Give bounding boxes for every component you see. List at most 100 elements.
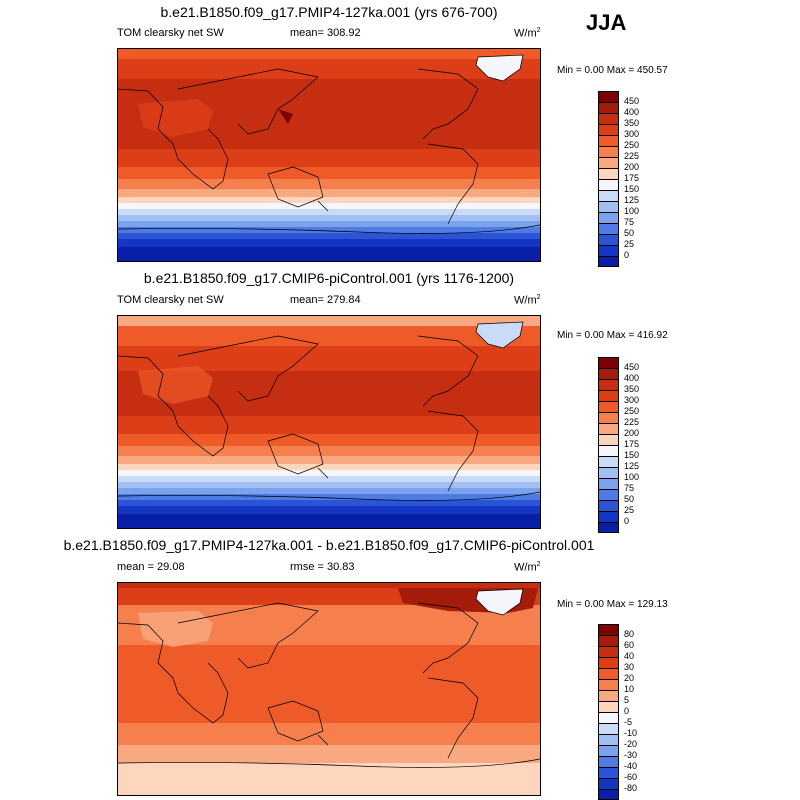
colorbar-tick-label: 225 <box>624 417 640 427</box>
colorbar-tick-label: 125 <box>624 195 640 205</box>
colorbar-tick-label: 40 <box>624 651 635 661</box>
panel-2-map <box>117 315 541 529</box>
colorbar-tick-label: 300 <box>624 129 640 139</box>
colorbar-tick-label: 350 <box>624 384 640 394</box>
colorbar-tick-label: -60 <box>624 772 638 782</box>
colorbar-segment <box>598 423 619 434</box>
colorbar-tick-label: 125 <box>624 461 640 471</box>
colorbar-tick-label: 30 <box>624 662 635 672</box>
colorbar-tick-label: 250 <box>624 140 640 150</box>
panel-2-colorbar <box>598 357 619 533</box>
colorbar-segment <box>598 734 619 745</box>
colorbar-tick-label: 400 <box>624 373 640 383</box>
panel-2-units: W/m2 <box>514 294 541 307</box>
colorbar-tick-label: 200 <box>624 428 640 438</box>
colorbar-segment <box>598 456 619 467</box>
panel-2-mean-label: mean= 279.84 <box>290 294 361 306</box>
colorbar-segment <box>598 190 619 201</box>
colorbar-segment <box>598 223 619 234</box>
colorbar-tick-label: 200 <box>624 162 640 172</box>
colorbar-segment <box>598 657 619 668</box>
colorbar-tick-label: -10 <box>624 728 638 738</box>
panel-3-colorbar <box>598 624 619 800</box>
colorbar-tick-label: 100 <box>624 472 640 482</box>
panel-1-title: b.e21.B1850.f09_g17.PMIP4-127ka.001 (yrs… <box>160 4 498 20</box>
panel-2-variable-label: TOM clearsky net SW <box>117 294 224 306</box>
colorbar-tick-label: -30 <box>624 750 638 760</box>
colorbar-segment <box>598 646 619 657</box>
colorbar-segment <box>598 511 619 522</box>
colorbar-segment <box>598 157 619 168</box>
colorbar-segment <box>598 789 619 800</box>
colorbar-tick-label: 175 <box>624 439 640 449</box>
colorbar-segment <box>598 756 619 767</box>
colorbar-segment <box>598 102 619 113</box>
panel-1-map-field <box>118 49 540 261</box>
colorbar-segment <box>598 212 619 223</box>
colorbar-tick-label: 0 <box>624 516 630 526</box>
colorbar-tick-label: 75 <box>624 483 635 493</box>
colorbar-segment <box>598 201 619 212</box>
panel-2-minmax: Min = 0.00 Max = 416.92 <box>557 330 668 341</box>
colorbar-tick-label: 450 <box>624 96 640 106</box>
colorbar-segment <box>598 522 619 533</box>
colorbar-segment <box>598 478 619 489</box>
colorbar-tick-label: 0 <box>624 250 630 260</box>
colorbar-tick-label: 20 <box>624 673 635 683</box>
panel-1-minmax: Min = 0.00 Max = 450.57 <box>557 65 668 76</box>
panel-3-title: b.e21.B1850.f09_g17.PMIP4-127ka.001 - b.… <box>63 537 595 553</box>
colorbar-segment <box>598 256 619 267</box>
colorbar-tick-label: 150 <box>624 450 640 460</box>
panel-3-minmax: Min = 0.00 Max = 129.13 <box>557 599 668 610</box>
colorbar-segment <box>598 445 619 456</box>
colorbar-segment <box>598 500 619 511</box>
panel-2-title: b.e21.B1850.f09_g17.CMIP6-piControl.001 … <box>143 270 515 286</box>
colorbar-segment <box>598 712 619 723</box>
colorbar-tick-label: 250 <box>624 406 640 416</box>
colorbar-segment <box>598 723 619 734</box>
panel-1-colorbar <box>598 91 619 267</box>
colorbar-tick-label: 80 <box>624 629 635 639</box>
colorbar-segment <box>598 135 619 146</box>
colorbar-tick-label: -20 <box>624 739 638 749</box>
panel-1-units: W/m2 <box>514 27 541 40</box>
colorbar-segment <box>598 234 619 245</box>
colorbar-segment <box>598 124 619 135</box>
colorbar-tick-label: 400 <box>624 107 640 117</box>
colorbar-tick-label: -5 <box>624 717 633 727</box>
colorbar-segment <box>598 179 619 190</box>
colorbar-tick-label: -80 <box>624 783 638 793</box>
colorbar-segment <box>598 467 619 478</box>
colorbar-tick-label: 175 <box>624 173 640 183</box>
colorbar-tick-label: 350 <box>624 118 640 128</box>
colorbar-tick-label: 10 <box>624 684 635 694</box>
panel-3-mean-label: mean = 29.08 <box>117 561 185 573</box>
colorbar-segment <box>598 245 619 256</box>
colorbar-segment <box>598 368 619 379</box>
colorbar-tick-label: 225 <box>624 151 640 161</box>
panel-1-variable-label: TOM clearsky net SW <box>117 27 224 39</box>
colorbar-tick-label: 25 <box>624 239 635 249</box>
panel-3-rmse-label: rmse = 30.83 <box>290 561 355 573</box>
colorbar-tick-label: 450 <box>624 362 640 372</box>
colorbar-segment <box>598 168 619 179</box>
colorbar-tick-label: 75 <box>624 217 635 227</box>
colorbar-segment <box>598 624 619 635</box>
colorbar-segment <box>598 767 619 778</box>
season-label: JJA <box>586 10 627 35</box>
colorbar-segment <box>598 679 619 690</box>
panel-1-mean-label: mean= 308.92 <box>290 27 361 39</box>
colorbar-segment <box>598 745 619 756</box>
colorbar-segment <box>598 690 619 701</box>
colorbar-segment <box>598 412 619 423</box>
panel-2-map-field <box>118 316 540 528</box>
colorbar-tick-label: -40 <box>624 761 638 771</box>
colorbar-segment <box>598 390 619 401</box>
colorbar-tick-label: 60 <box>624 640 635 650</box>
panel-3-map-field <box>118 583 540 795</box>
panel-1-map <box>117 48 541 262</box>
colorbar-tick-label: 300 <box>624 395 640 405</box>
colorbar-segment <box>598 379 619 390</box>
colorbar-tick-label: 50 <box>624 494 635 504</box>
colorbar-segment <box>598 146 619 157</box>
